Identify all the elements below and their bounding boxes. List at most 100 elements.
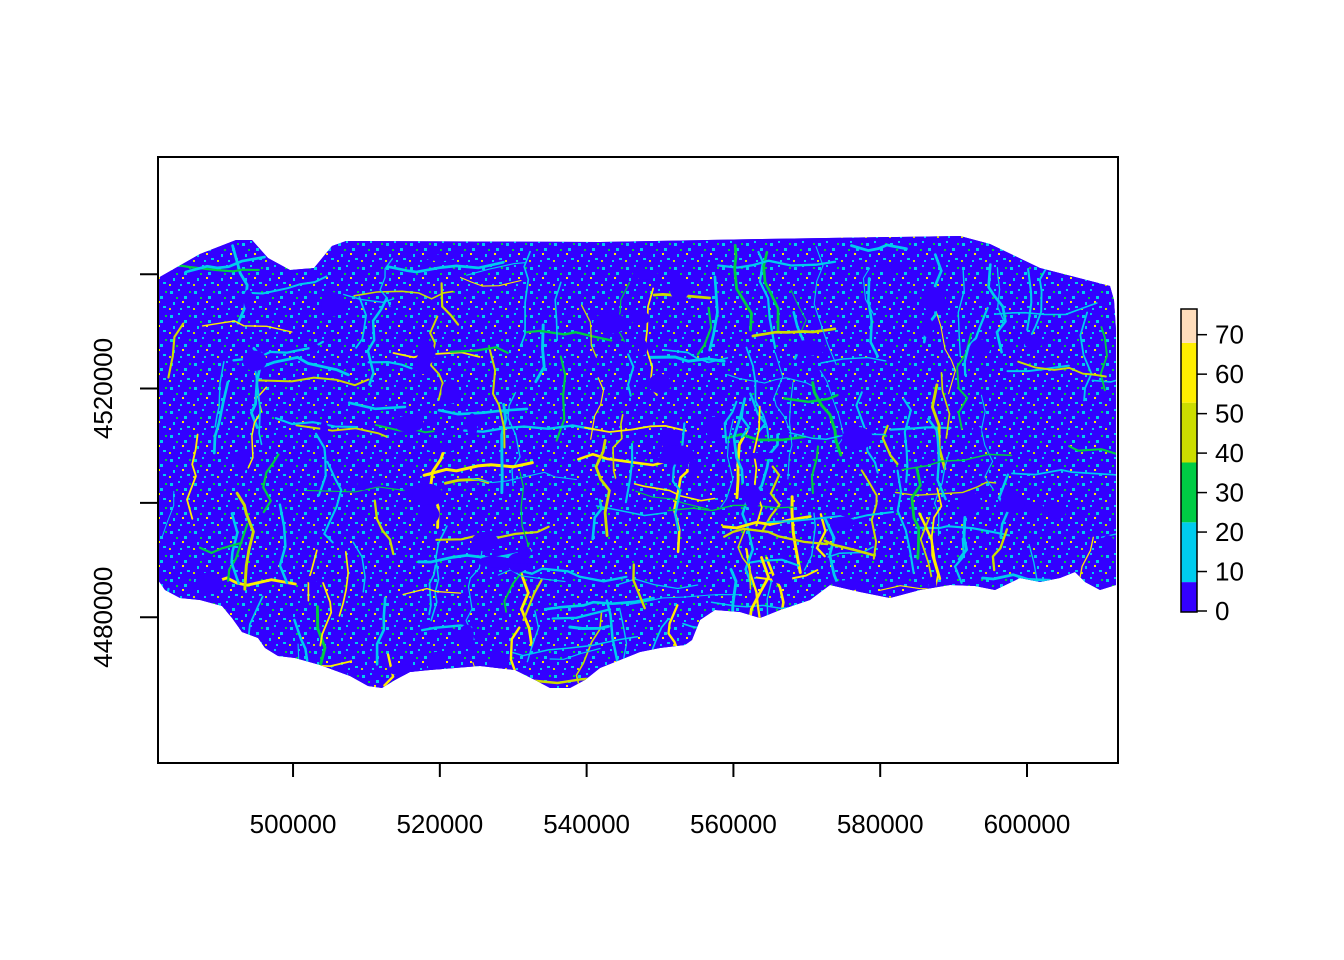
raster-streak [295,424,388,438]
x-tick-label: 540000 [543,809,630,839]
x-tick-label: 500000 [250,809,337,839]
raster-streak [862,267,875,316]
raster-streak [624,443,634,504]
raster-streak [293,618,310,671]
raster-streak [667,504,794,512]
color-legend: 0 10 20 30 40 50 60 70 [1180,308,1244,626]
raster-streak [753,433,779,496]
raster-flat-area [744,484,761,509]
raster-texture [158,236,1116,688]
raster-streak [633,483,716,502]
raster-streak [198,541,243,555]
raster-streak [803,512,817,571]
raster-flat-area [426,443,456,453]
legend-tick-label: 10 [1215,557,1244,587]
raster-streak [355,296,368,349]
raster-streak [991,528,1009,572]
raster-flat-area [211,675,228,684]
raster-streak [710,601,799,610]
raster-streak [1091,377,1116,384]
raster-flat-area [638,339,648,356]
raster-streak [648,355,726,363]
raster-streak [846,639,862,688]
raster-streak [231,244,249,325]
raster-streak [549,647,601,660]
raster-flat-area [219,626,244,635]
raster-streak [810,599,859,617]
raster-streak [1061,602,1072,658]
raster-streak [749,558,800,567]
raster-streak [374,653,395,688]
raster-streak [929,642,954,688]
raster-streak [375,596,387,666]
raster-flat-area [969,339,991,358]
raster-streak [910,467,922,560]
raster-flat-area [417,342,436,365]
raster-streak [981,573,1052,582]
raster-flat-area [772,573,793,584]
raster-streak [159,649,170,688]
raster-streak [743,629,753,673]
slope-raster [158,236,1116,688]
raster-streak [307,549,318,602]
raster-streak [164,262,260,273]
raster-streak [158,587,170,653]
raster-streak [1079,311,1093,402]
raster-flat-area [1044,501,1067,519]
raster-flat-area [195,572,223,592]
raster-streak [251,657,267,688]
legend-tick-label: 0 [1215,596,1229,626]
raster-streak [987,263,1007,354]
raster-flat-area [706,416,721,442]
raster-streak [711,668,812,682]
raster-streak [751,327,837,338]
raster-streak [278,503,289,585]
x-tick-label: 600000 [984,809,1071,839]
raster-flat-area [491,650,506,676]
raster-streak [1068,444,1116,455]
raster-streak [749,392,767,435]
raster-flat-area [243,289,253,311]
x-tick-label: 560000 [690,809,777,839]
raster-flat-area [508,557,537,564]
legend-color-bin [1181,582,1197,612]
raster-streak [509,626,521,677]
raster-streak [740,403,751,439]
raster-streak [227,523,249,582]
raster-flat-area [921,287,946,312]
raster-streak [507,391,521,487]
raster-streak [235,491,255,591]
raster-flat-area [648,373,672,394]
raster-streak [591,498,603,541]
raster-flat-area [832,580,862,591]
x-tick-label: 520000 [396,809,483,839]
legend-tick-label: 70 [1215,320,1244,350]
raster-streak [850,243,908,253]
raster-flat-area [388,664,416,676]
raster-streak [488,347,506,449]
raster-streak [519,471,531,572]
raster-streak [811,381,843,457]
raster-streak [519,250,531,348]
raster-streak [422,461,534,477]
raster-streak [466,262,526,276]
raster-streak [274,417,356,428]
raster-streak [1053,638,1074,688]
raster-flat-area [669,276,690,301]
raster-streak [257,376,370,387]
raster-streak [1026,268,1033,331]
raster-streak [820,356,887,364]
raster-flat-area [660,445,695,465]
raster-streak [733,243,753,332]
raster-streak [781,604,806,684]
raster-streak [184,255,266,274]
raster-streak [584,424,687,433]
raster-flat-area [841,426,873,450]
raster-streak [472,662,488,688]
raster-streak [1061,608,1116,623]
raster-streak [554,281,562,341]
raster-streak [319,582,333,647]
raster-streak [522,578,543,622]
x-tick-label: 580000 [837,809,924,839]
